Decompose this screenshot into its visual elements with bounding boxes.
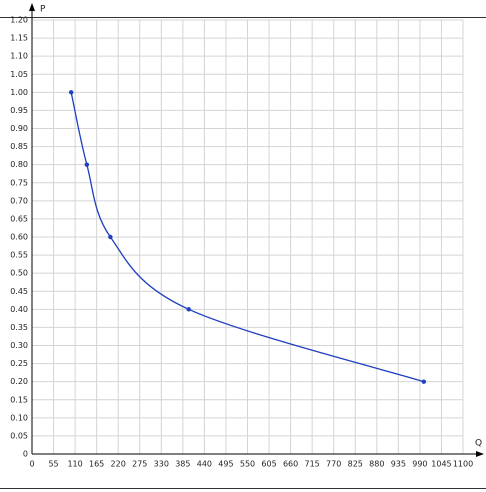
x-tick-label: 110 (67, 460, 82, 469)
y-tick-label: 0.75 (10, 178, 28, 187)
y-tick-label: 0.65 (10, 214, 28, 223)
y-tick-label: 1.00 (10, 88, 28, 97)
x-tick-label: 1100 (453, 460, 473, 469)
y-tick-label: 1.05 (10, 70, 28, 79)
y-tick-label: 0.50 (10, 269, 28, 278)
y-tick-label: 0.05 (10, 431, 28, 440)
x-tick-label: 770 (326, 460, 341, 469)
x-tick-label: 0 (29, 460, 34, 469)
x-tick-label: 825 (348, 460, 363, 469)
y-tick-label: 0.15 (10, 395, 28, 404)
x-tick-label: 55 (48, 460, 58, 469)
y-tick-label: 0.30 (10, 341, 28, 350)
y-tick-label: 0.55 (10, 251, 28, 260)
y-tick-label: 0.95 (10, 106, 28, 115)
x-tick-label: 275 (132, 460, 147, 469)
x-axis-arrow (476, 451, 484, 457)
y-tick-label: 1.10 (10, 52, 28, 61)
x-tick-label: 715 (305, 460, 320, 469)
x-tick-label: 990 (412, 460, 427, 469)
y-tick-label: 0.20 (10, 377, 28, 386)
data-point (108, 234, 113, 240)
y-tick-label: 0.35 (10, 323, 28, 332)
y-tick-label: 0.80 (10, 160, 28, 169)
x-tick-label: 440 (197, 460, 212, 469)
x-tick-label: 605 (261, 460, 276, 469)
y-tick-label: 0.85 (10, 142, 28, 151)
x-axis-label: Q (475, 439, 482, 449)
data-point (421, 379, 427, 384)
y-tick-label: 0.25 (10, 359, 28, 368)
x-tick-label: 385 (175, 460, 190, 469)
x-tick-label: 935 (391, 460, 406, 469)
y-tick-label: 0 (23, 450, 28, 459)
x-tick-label: 1045 (431, 460, 451, 469)
y-axis-arrow (29, 3, 35, 11)
x-tick-label: 660 (283, 460, 298, 469)
y-tick-label: 0.45 (10, 287, 28, 296)
y-tick-label: 0.90 (10, 124, 28, 133)
x-tick-label: 880 (369, 460, 384, 469)
x-tick-label: 550 (240, 460, 255, 469)
x-tick-label: 165 (89, 460, 104, 469)
y-tick-label: 1.20 (10, 16, 28, 25)
x-tick-label: 330 (154, 460, 169, 469)
data-point (84, 162, 90, 167)
demand-curve (70, 92, 425, 383)
y-tick-label: 0.10 (10, 413, 28, 422)
x-tick-label: 220 (111, 460, 126, 469)
y-axis-label: P (40, 5, 46, 15)
y-tick-label: 0.60 (10, 233, 28, 242)
y-tick-label: 1.15 (10, 34, 28, 43)
y-tick-label: 0.40 (10, 305, 28, 314)
data-point (186, 307, 191, 312)
y-tick-label: 0.70 (10, 196, 28, 205)
data-point (68, 90, 74, 95)
x-tick-label: 495 (218, 460, 233, 469)
